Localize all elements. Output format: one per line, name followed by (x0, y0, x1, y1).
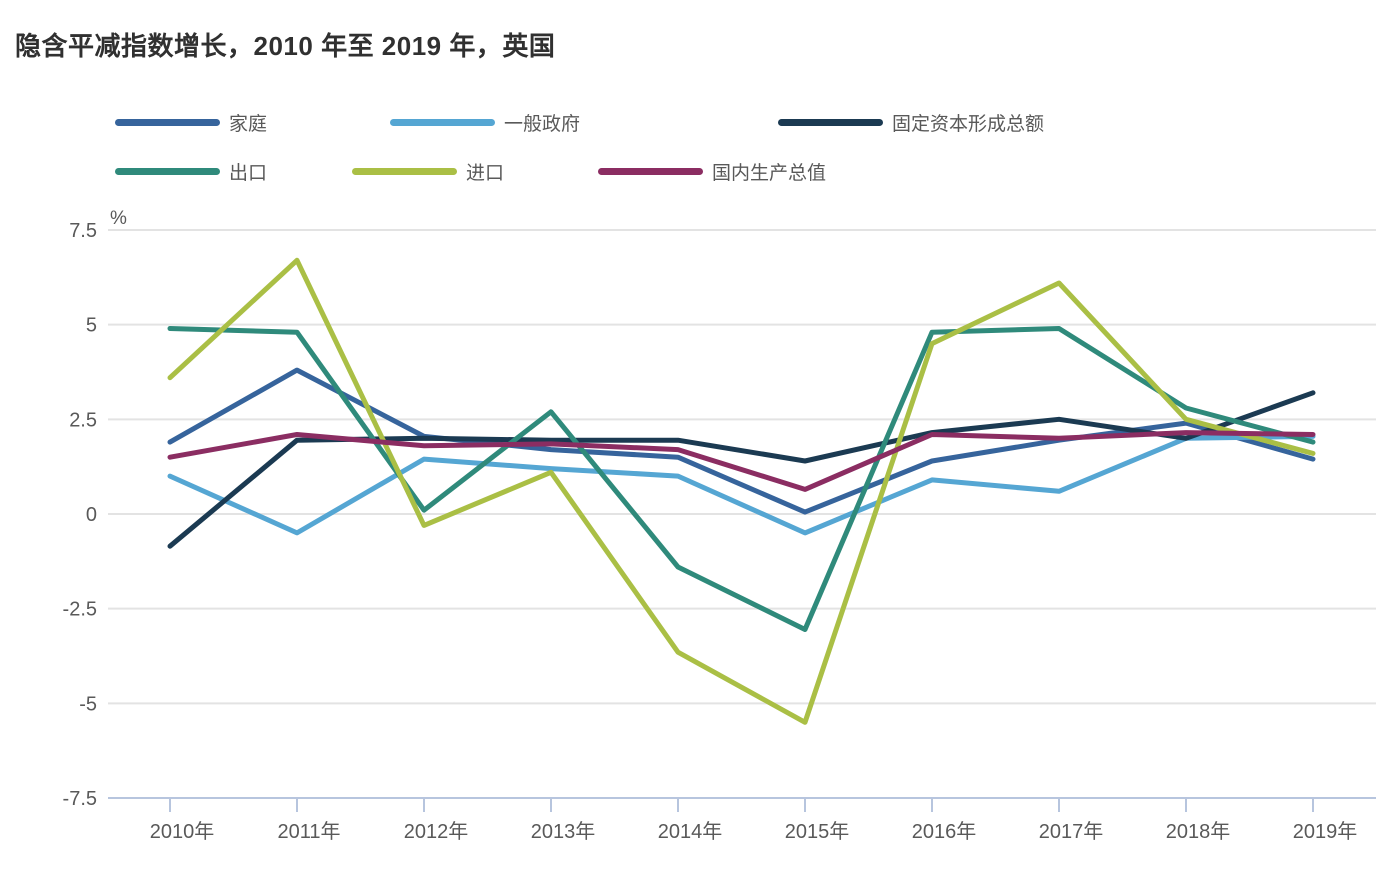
x-axis-tick-label: 2014年 (658, 820, 723, 843)
series-line-国内生产总值 (167, 430, 1316, 492)
x-axis-tick-label: 2012年 (404, 820, 469, 843)
y-axis-tick-label: 5 (86, 315, 97, 337)
y-axis-tick-label: -5 (79, 693, 97, 715)
legend-swatch (115, 118, 220, 126)
legend-swatch (352, 167, 457, 175)
series-line-一般政府 (167, 433, 1316, 536)
legend-item-进口[interactable]: 进口 (352, 160, 505, 184)
y-axis-tick-label: 2.5 (69, 409, 97, 431)
y-axis-tick-label: 7.5 (69, 220, 97, 242)
legend-label: 进口 (466, 162, 505, 184)
x-axis-tick-label: 2013年 (531, 820, 596, 843)
legend-item-一般政府[interactable]: 一般政府 (390, 111, 581, 135)
y-axis-tick-label: 0 (86, 504, 97, 526)
legend-item-出口[interactable]: 出口 (115, 160, 268, 184)
x-axis-tick-label: 2015年 (785, 820, 850, 843)
x-axis-tick-label: 2019年 (1293, 820, 1358, 843)
legend-swatch (778, 118, 883, 126)
y-axis-tick-label: -7.5 (63, 788, 97, 810)
legend-item-国内生产总值[interactable]: 国内生产总值 (598, 160, 827, 184)
legend-item-家庭[interactable]: 家庭 (115, 111, 268, 135)
legend-swatch (598, 167, 703, 175)
series-line-进口 (167, 257, 1316, 725)
legend-label: 一般政府 (504, 113, 581, 135)
x-axis-tick-label: 2017年 (1039, 820, 1104, 843)
x-axis-tick-label: 2010年 (150, 820, 215, 843)
legend-label: 出口 (229, 162, 268, 184)
series-line-出口 (167, 326, 1316, 632)
legend-label: 国内生产总值 (712, 162, 827, 184)
y-axis-tick-label: -2.5 (63, 599, 97, 621)
legend-swatch (115, 167, 220, 175)
x-axis-tick-label: 2016年 (912, 820, 977, 843)
chart-title: 隐含平减指数增长，2010 年至 2019 年，英国 (15, 31, 556, 61)
legend-label: 家庭 (229, 113, 268, 135)
legend-item-固定资本形成总额[interactable]: 固定资本形成总额 (778, 111, 1045, 135)
legend-swatch (390, 118, 495, 126)
legend-label: 固定资本形成总额 (892, 113, 1045, 135)
y-axis-unit-label: % (110, 208, 127, 229)
x-axis-tick-label: 2018年 (1166, 820, 1231, 843)
x-axis-tick-label: 2011年 (277, 820, 340, 843)
series-line-家庭 (167, 367, 1316, 515)
